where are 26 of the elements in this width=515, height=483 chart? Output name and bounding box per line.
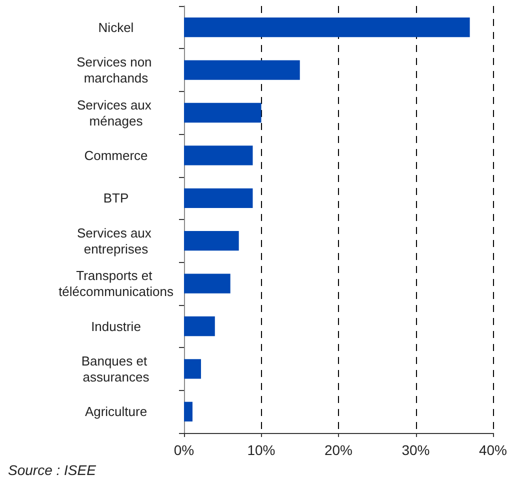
x-tick-label: 0% [174, 442, 194, 458]
y-tick-label: Services non marchands [76, 54, 156, 86]
source-note: Source : ISEE [8, 462, 97, 478]
x-tick-label: 40% [478, 442, 508, 458]
bar [184, 60, 300, 80]
y-tick-label: Services aux entreprises [76, 225, 156, 256]
bar [184, 316, 215, 336]
bar [184, 18, 470, 38]
bar [184, 188, 253, 208]
y-tick-label: BTP [103, 190, 129, 206]
x-tick-label: 10% [247, 442, 276, 458]
y-tick-label: Banques et assurances [81, 353, 151, 384]
y-tick-label: Industrie [91, 318, 141, 334]
bar [184, 102, 262, 123]
bar [184, 146, 253, 166]
bar [184, 402, 192, 422]
y-tick-label: Commerce [84, 148, 148, 163]
x-tick-label: 20% [324, 442, 353, 458]
bar [184, 274, 230, 294]
y-tick-label: Nickel [98, 20, 134, 35]
y-tick-label: Agriculture [84, 404, 148, 420]
x-tick-label: 30% [402, 442, 430, 458]
y-tick-label: Services aux ménages [76, 97, 156, 128]
bar [184, 359, 201, 379]
bar [184, 231, 239, 251]
y-tick-label: Transports et télécommunications [58, 268, 174, 300]
